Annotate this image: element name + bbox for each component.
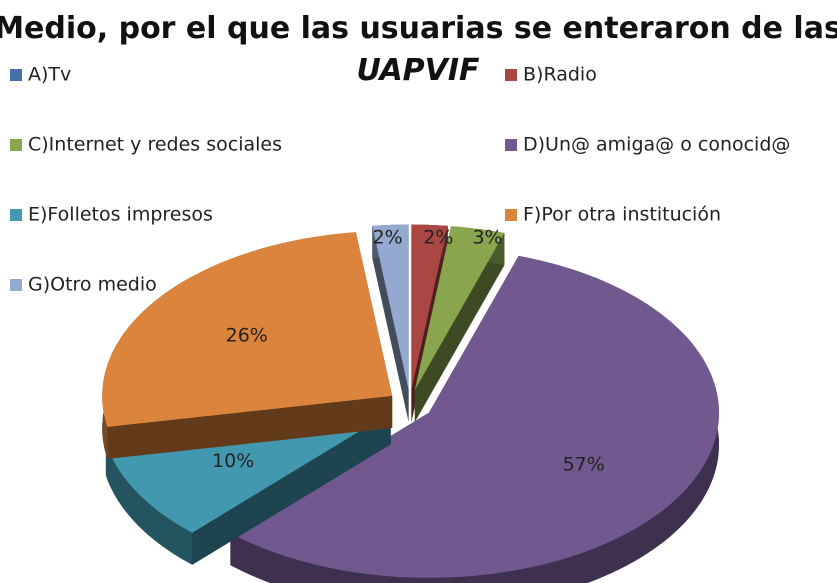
slice bbox=[372, 224, 409, 390]
legend-label: G)Otro medio bbox=[28, 274, 157, 296]
slice-side bbox=[105, 443, 193, 565]
legend-label: D)Un@ amiga@ o conocid@ bbox=[523, 134, 790, 156]
chart-subtitle: UAPVIF bbox=[356, 53, 480, 88]
legend-swatch bbox=[10, 69, 22, 81]
chart-title: Medio, por el que las usuarias se entera… bbox=[0, 11, 837, 46]
legend-swatch bbox=[505, 139, 517, 151]
slice bbox=[102, 232, 393, 427]
legend-label: E)Folletos impresos bbox=[28, 204, 213, 226]
legend-label: F)Por otra institución bbox=[523, 204, 721, 226]
data-label: 26% bbox=[226, 324, 268, 346]
slice bbox=[414, 226, 505, 390]
data-label: 57% bbox=[563, 453, 605, 475]
legend-swatch bbox=[10, 209, 22, 221]
slice-side bbox=[192, 412, 391, 565]
slice bbox=[411, 224, 448, 390]
legend-label: A)Tv bbox=[28, 64, 71, 86]
legend-label: C)Internet y redes sociales bbox=[28, 134, 282, 156]
pie: 2% 3% 57% 10% 26% 2% bbox=[102, 224, 719, 583]
legend-swatch bbox=[10, 279, 22, 291]
legend-swatch bbox=[505, 209, 517, 221]
legend: A)Tv B)Radio C)Internet y redes sociales D)… bbox=[10, 64, 790, 296]
legend-swatch bbox=[505, 69, 517, 81]
legend-label: B)Radio bbox=[523, 64, 597, 86]
slice bbox=[230, 255, 719, 578]
data-label: 2% bbox=[373, 227, 403, 249]
data-label: 10% bbox=[212, 450, 254, 472]
slice-side bbox=[107, 395, 393, 459]
slice-side bbox=[372, 225, 409, 422]
legend-swatch bbox=[10, 139, 22, 151]
slice-side bbox=[414, 233, 505, 422]
data-label: 3% bbox=[472, 227, 502, 249]
data-label: 2% bbox=[423, 227, 453, 249]
